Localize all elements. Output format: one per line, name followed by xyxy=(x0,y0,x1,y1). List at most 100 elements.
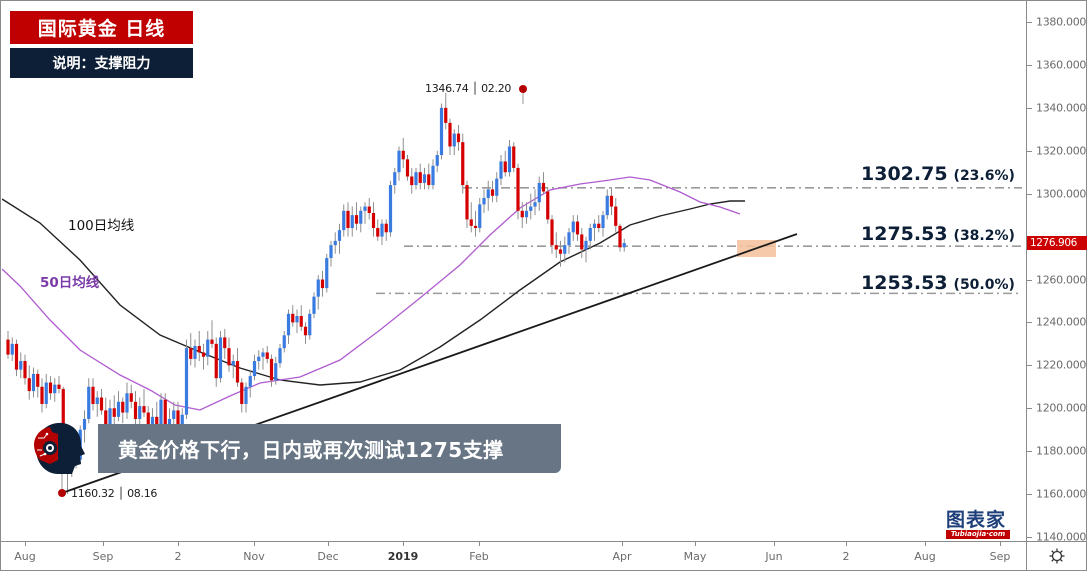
candle-body xyxy=(333,240,337,246)
candle-body xyxy=(125,393,129,413)
candle-body xyxy=(580,234,584,250)
gear-icon xyxy=(1049,548,1065,564)
candle-body xyxy=(554,245,558,250)
candle-body xyxy=(235,361,240,383)
candle-body xyxy=(478,204,482,228)
candle-body xyxy=(541,182,546,192)
candle-body xyxy=(350,215,354,228)
candle-body xyxy=(435,155,439,166)
candle-body xyxy=(95,397,99,404)
x-tick-label: Apr xyxy=(612,550,632,563)
candle-body xyxy=(388,185,393,233)
candle-body xyxy=(180,414,184,432)
logo-url: Tubiaojia·com xyxy=(946,530,1010,539)
y-tick xyxy=(1027,494,1032,496)
candle-body xyxy=(371,212,376,228)
ma50-label: 50日均线 xyxy=(40,275,100,291)
x-tick xyxy=(1000,542,1001,546)
candle-body xyxy=(286,313,291,336)
fib-pct: (50.0%) xyxy=(953,277,1015,293)
y-tick xyxy=(1027,22,1032,23)
candle-body xyxy=(512,146,516,168)
analysis-banner: 黄金价格下行，日内或再次测试1275支撑 xyxy=(98,424,561,473)
y-tick-label: 1380.000 xyxy=(1036,15,1087,29)
candle-body xyxy=(427,174,431,186)
candle-body xyxy=(193,346,197,359)
candle-body xyxy=(456,133,461,143)
candle-body xyxy=(410,176,414,186)
candle-body xyxy=(567,232,571,246)
x-tick-label: Nov xyxy=(243,550,265,563)
fib-price: 1275.53 xyxy=(861,223,948,245)
candle-body xyxy=(422,174,427,183)
candle-body xyxy=(486,189,490,198)
fib-pct: (23.6%) xyxy=(953,168,1015,184)
candle-body xyxy=(393,172,397,186)
candle-body xyxy=(57,384,61,389)
y-tick-label: 1180.000 xyxy=(1036,444,1087,458)
low-annotation: 1160.32 │ 08.16 xyxy=(71,487,158,500)
candle-body xyxy=(499,161,503,179)
y-tick-label: 1200.000 xyxy=(1036,401,1087,415)
price-plot[interactable] xyxy=(2,2,1026,541)
candle-body xyxy=(461,142,465,186)
x-tick-label: Sep xyxy=(92,550,114,563)
x-tick xyxy=(328,542,329,546)
candle-body xyxy=(507,146,512,173)
candle-body xyxy=(354,215,359,224)
candle-body xyxy=(592,223,597,228)
low-marker xyxy=(58,489,66,497)
ma100-line xyxy=(2,198,745,386)
candle-body xyxy=(609,195,614,207)
candle-body xyxy=(384,223,388,233)
chart-settings-button[interactable] xyxy=(1026,541,1087,570)
fib-pct: (38.2%) xyxy=(953,228,1015,244)
candle-body xyxy=(87,386,91,419)
x-tick-label: Feb xyxy=(469,550,489,563)
high-annotation: 1346.74 │ 02.20 xyxy=(425,82,512,95)
candle-body xyxy=(363,206,367,211)
candle-body xyxy=(244,386,248,404)
candle-body xyxy=(397,150,401,173)
y-tick xyxy=(1027,64,1032,66)
candle-body xyxy=(325,258,329,289)
candle-body xyxy=(48,382,53,394)
price-axis[interactable]: 1380.000 1360.000 1340.000 1320.000 1300.000… xyxy=(1026,0,1087,544)
candle-body xyxy=(146,412,150,434)
candle-body xyxy=(346,210,350,228)
x-tick-label: Aug xyxy=(914,550,936,563)
candle-body xyxy=(10,343,14,355)
candle-body xyxy=(163,399,167,430)
candle-body xyxy=(376,228,380,237)
y-tick-label: 1360.000 xyxy=(1036,58,1087,72)
candle-body xyxy=(299,315,303,327)
x-tick-label: 2 xyxy=(842,550,850,563)
candle-body xyxy=(197,346,201,353)
x-tick xyxy=(103,542,104,546)
candle-body xyxy=(176,410,180,432)
candle-body xyxy=(19,361,23,370)
y-tick xyxy=(1027,322,1032,324)
logo-name: 图表家 xyxy=(946,509,1007,531)
y-tick xyxy=(1027,451,1032,453)
candle-body xyxy=(206,339,210,357)
chart-subtitle: 说明：支撑阻力 xyxy=(10,48,193,78)
fib-price: 1253.53 xyxy=(861,272,948,294)
candle-body xyxy=(269,358,274,381)
candle-body xyxy=(452,133,456,147)
candle-body xyxy=(490,189,495,196)
candle-body xyxy=(601,215,605,228)
y-tick xyxy=(1027,107,1032,109)
candle-body xyxy=(108,408,112,426)
candle-body xyxy=(261,352,265,357)
candle-body xyxy=(614,206,618,226)
candle-body xyxy=(622,243,626,248)
time-axis[interactable]: Aug Sep 2 Nov Dec 2019 Feb Apr May Jun 2 Aug Sep xyxy=(0,541,1026,570)
fib-price: 1302.75 xyxy=(861,163,948,185)
high-marker xyxy=(519,85,527,93)
fib-level-500: 1253.53 (50.0%) xyxy=(861,272,1015,294)
fib-level-236: 1302.75 (23.6%) xyxy=(861,163,1015,185)
candle-body xyxy=(99,397,104,411)
y-tick-label: 1220.000 xyxy=(1036,358,1087,372)
candle-body xyxy=(274,363,278,381)
